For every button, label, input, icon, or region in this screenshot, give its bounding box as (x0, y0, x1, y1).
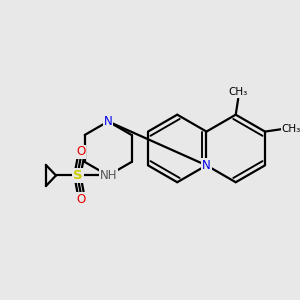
Text: O: O (76, 193, 85, 206)
Text: N: N (202, 159, 211, 172)
Text: NH: NH (99, 169, 117, 182)
Text: N: N (202, 159, 211, 172)
Text: N: N (104, 115, 112, 128)
Text: O: O (76, 145, 85, 158)
Text: CH₃: CH₃ (229, 87, 248, 97)
Text: CH₃: CH₃ (281, 124, 300, 134)
Text: S: S (73, 169, 83, 182)
